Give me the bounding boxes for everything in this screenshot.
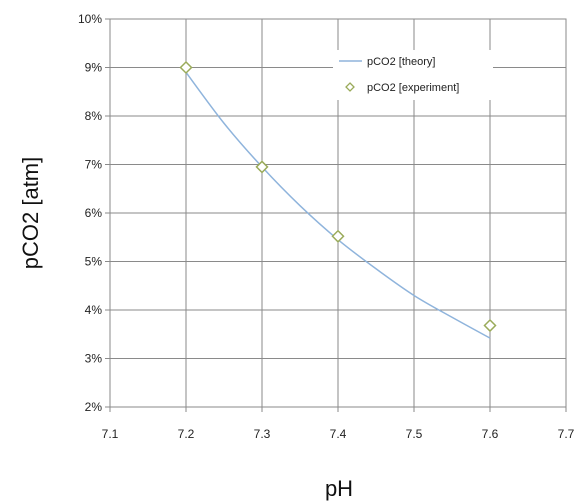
- series-layer: [179, 60, 497, 339]
- x-tick-label: 7.1: [102, 427, 119, 441]
- grid: [109, 18, 567, 408]
- y-tick-label: 10%: [78, 12, 102, 26]
- experiment-point: [331, 229, 345, 243]
- x-axis-ticks: 7.1 7.2 7.3 7.4 7.5 7.6 7.7: [102, 407, 575, 441]
- experiment-point: [255, 160, 269, 174]
- legend: pCO2 [theory] pCO2 [experiment]: [333, 50, 493, 100]
- legend-experiment-label: pCO2 [experiment]: [367, 82, 459, 94]
- y-tick-label: 9%: [85, 61, 103, 75]
- y-tick-label: 8%: [85, 109, 103, 123]
- x-tick-label: 7.6: [482, 427, 499, 441]
- legend-experiment-swatch: [345, 82, 355, 92]
- experiment-point: [179, 60, 193, 75]
- x-tick-label: 7.2: [178, 427, 195, 441]
- y-tick-label: 3%: [85, 352, 103, 366]
- x-tick-label: 7.4: [330, 427, 347, 441]
- y-tick-label: 7%: [85, 158, 103, 172]
- y-tick-label: 4%: [85, 303, 103, 317]
- legend-box: [333, 50, 493, 100]
- experiment-point: [483, 318, 497, 333]
- legend-theory-label: pCO2 [theory]: [367, 56, 435, 68]
- x-tick-label: 7.3: [254, 427, 271, 441]
- x-tick-label: 7.7: [558, 427, 575, 441]
- y-tick-label: 6%: [85, 206, 103, 220]
- y-tick-label: 5%: [85, 255, 103, 269]
- y-tick-label: 2%: [85, 400, 103, 414]
- y-axis-title: pCO2 [atm]: [18, 157, 43, 269]
- y-axis-ticks: 2% 3% 4% 5% 6% 7% 8% 9% 10%: [78, 12, 110, 414]
- x-tick-label: 7.5: [406, 427, 423, 441]
- x-axis-title: pH: [325, 476, 353, 501]
